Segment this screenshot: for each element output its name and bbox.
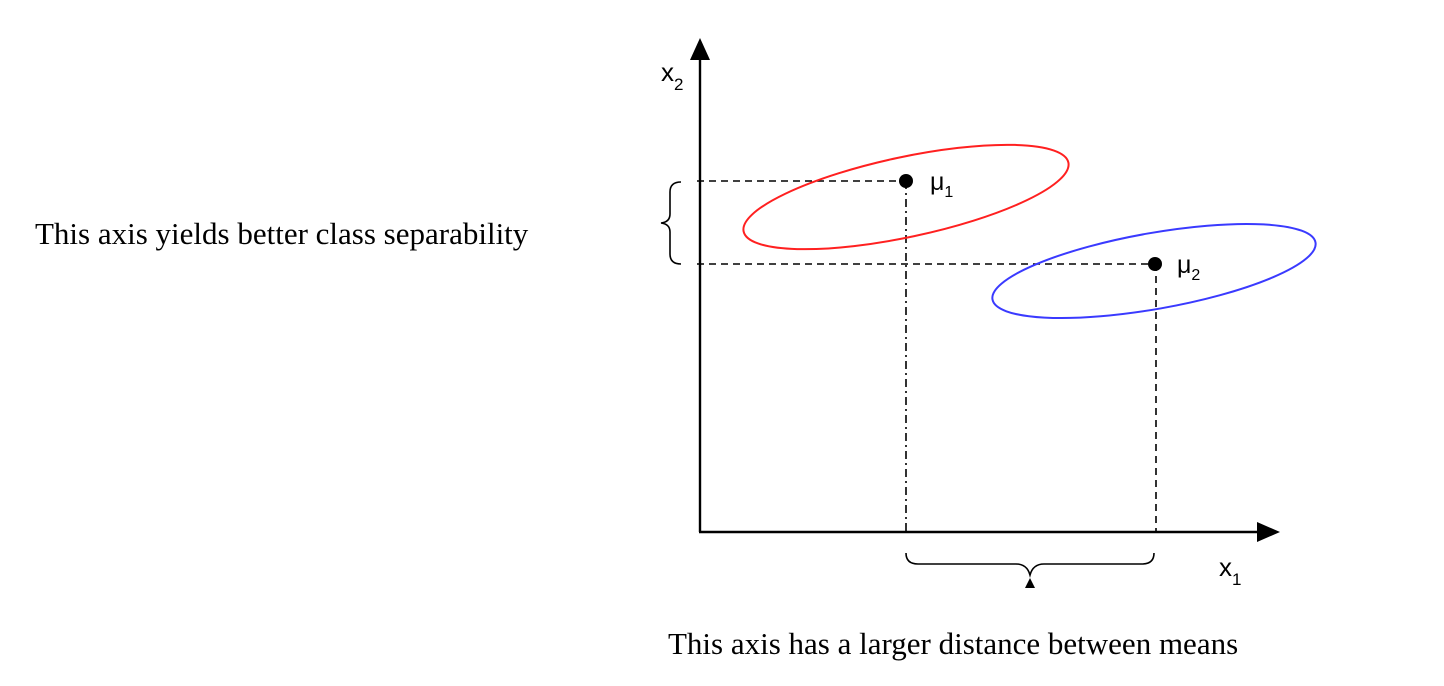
mu2-point [1148,257,1162,271]
class2-ellipse [991,222,1317,320]
x-axis-arrow [1257,522,1280,542]
vertical-brace [660,181,682,265]
left-annotation: This axis yields better class separabili… [35,216,529,251]
class1-ellipse [742,143,1070,251]
y-axis-arrow [690,38,710,60]
brace-tip-marker [1025,578,1035,588]
bottom-annotation: This axis has a larger distance between … [668,626,1238,661]
horizontal-brace [905,552,1155,579]
mu1-point [899,174,913,188]
mu1-label: μ1 [930,168,953,201]
x-axis-label: x1 [1219,552,1241,589]
mu2-label: μ2 [1177,251,1200,284]
y-axis-label: x2 [661,57,683,94]
